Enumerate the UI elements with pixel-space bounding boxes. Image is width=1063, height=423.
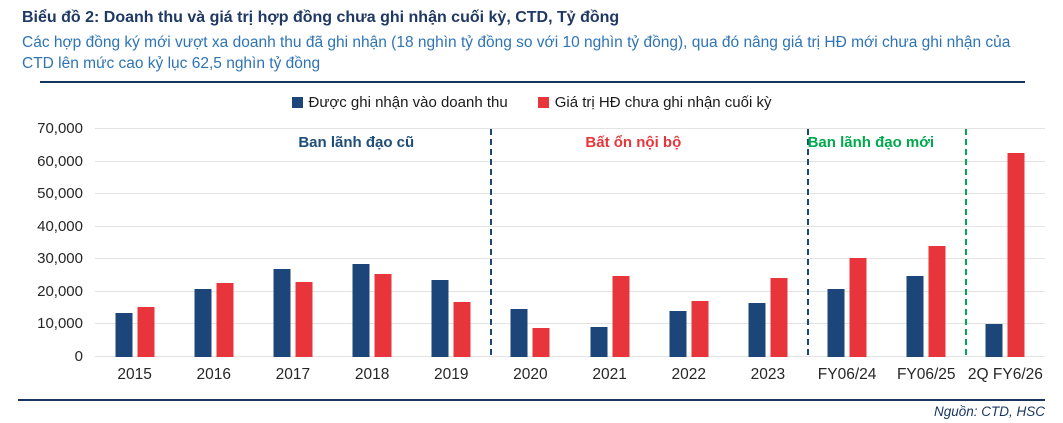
- bar-revenue: [985, 324, 1003, 357]
- x-axis-tick-label: 2015: [117, 366, 152, 383]
- gridline: [95, 193, 1045, 195]
- x-axis-tick-label: 2023: [750, 366, 786, 383]
- bar-group-2019: [431, 129, 471, 357]
- gridline: [95, 290, 1045, 292]
- period-annotation: Ban lãnh đạo mới: [807, 134, 935, 151]
- bar-group-2016: [194, 129, 234, 357]
- footer-divider: [18, 399, 1045, 401]
- bar-group-2020: [510, 129, 550, 357]
- x-axis-tick-label: 2020: [513, 366, 548, 383]
- bar-group-2017: [273, 129, 313, 357]
- x-axis-tick-label: 2021: [592, 366, 627, 383]
- period-annotation: Bất ổn nội bộ: [585, 134, 682, 151]
- bar-backlog: [453, 302, 471, 357]
- bar-revenue: [590, 327, 608, 357]
- y-axis-tick-label: 10,000: [37, 315, 83, 333]
- bar-backlog: [928, 246, 946, 357]
- bar-group-2022: [669, 129, 709, 357]
- x-axis-tick-label: FY06/24: [817, 366, 877, 383]
- bar-revenue: [115, 313, 133, 357]
- y-axis-tick-label: 70,000: [37, 120, 83, 137]
- gridline: [95, 356, 1045, 357]
- y-axis-tick-label: 30,000: [37, 250, 83, 268]
- bar-backlog: [691, 300, 709, 357]
- gridline: [95, 128, 1045, 129]
- legend-label-revenue: Được ghi nhận vào doanh thu: [308, 94, 508, 111]
- x-axis-tick-label: 2017: [275, 366, 311, 383]
- bar-backlog: [295, 281, 313, 357]
- period-separator-line: [806, 129, 809, 357]
- period-annotation: Ban lãnh đạo cũ: [298, 134, 415, 151]
- chart-title: Biểu đồ 2: Doanh thu và giá trị hợp đồng…: [22, 9, 620, 26]
- chart-subtitle: Các hợp đồng ký mới vượt xa doanh thu đã…: [22, 34, 1011, 72]
- bar-backlog: [216, 282, 234, 357]
- header-divider: [40, 81, 1025, 83]
- chart-legend: Được ghi nhận vào doanh thu Giá trị HĐ c…: [0, 92, 1063, 113]
- bar-revenue: [748, 303, 766, 357]
- period-separator-line: [489, 129, 492, 357]
- y-axis-tick-label: 20,000: [37, 282, 83, 300]
- gridline: [95, 258, 1045, 260]
- bar-revenue: [273, 268, 291, 357]
- bar-revenue: [669, 311, 687, 357]
- bar-backlog: [770, 278, 788, 357]
- legend-marker-blue-icon: [291, 97, 303, 108]
- bar-group-2023: [748, 129, 788, 357]
- x-axis-tick-label: 2016: [196, 366, 231, 383]
- gridline: [95, 160, 1045, 162]
- bar-revenue: [431, 279, 449, 357]
- gridline: [95, 323, 1045, 325]
- x-axis-tick-label: 2018: [354, 366, 390, 383]
- bar-revenue: [906, 275, 924, 357]
- x-axis-tick-label: 2019: [434, 366, 469, 383]
- gridline: [95, 225, 1045, 227]
- x-axis-tick-label: FY06/25: [896, 366, 956, 383]
- chart-footer: Nguồn: CTD, HSC: [0, 392, 1063, 423]
- bar-group-FY06-24: [827, 129, 867, 357]
- x-axis-tick-label: 2022: [671, 366, 706, 383]
- legend-label-backlog: Giá trị HĐ chưa ghi nhận cuối kỳ: [554, 94, 772, 111]
- y-axis-tick-label: 40,000: [37, 217, 83, 235]
- period-separator-line: [964, 129, 967, 357]
- y-axis-tick-label: 50,000: [37, 185, 83, 203]
- bar-group-2018: [352, 129, 392, 357]
- source-note: Nguồn: CTD, HSC: [933, 404, 1045, 419]
- bar-group-2Q-FY6-26: [985, 129, 1025, 357]
- chart-header: Biểu đồ 2: Doanh thu và giá trị hợp đồng…: [0, 0, 1063, 83]
- plot-area: 0 10,000 20,000 30,000 40,000 50,000 60,000 70,…: [37, 120, 1045, 383]
- bar-revenue: [827, 288, 845, 357]
- bar-backlog: [1007, 153, 1025, 357]
- bar-group-2015: [115, 129, 155, 357]
- legend-marker-red-icon: [537, 97, 549, 108]
- bar-revenue: [510, 309, 528, 357]
- y-axis-tick-label: 60,000: [37, 152, 83, 170]
- x-axis-tick-label: 2Q FY6/26: [967, 366, 1043, 383]
- legend-item-revenue: Được ghi nhận vào doanh thu: [291, 94, 508, 111]
- bar-backlog: [612, 276, 630, 357]
- bar-backlog: [137, 307, 155, 357]
- bar-group-2021: [590, 129, 630, 357]
- bar-revenue: [352, 263, 370, 357]
- legend-item-backlog: Giá trị HĐ chưa ghi nhận cuối kỳ: [537, 94, 772, 111]
- y-axis-tick-label: 0: [74, 348, 83, 365]
- bar-revenue: [194, 289, 212, 357]
- bar-backlog: [532, 327, 550, 357]
- bar-backlog: [849, 258, 867, 357]
- bar-chart: 0 10,000 20,000 30,000 40,000 50,000 60,000 70,…: [0, 113, 1063, 383]
- bar-group-FY06-25: [906, 129, 946, 357]
- bar-backlog: [374, 273, 392, 357]
